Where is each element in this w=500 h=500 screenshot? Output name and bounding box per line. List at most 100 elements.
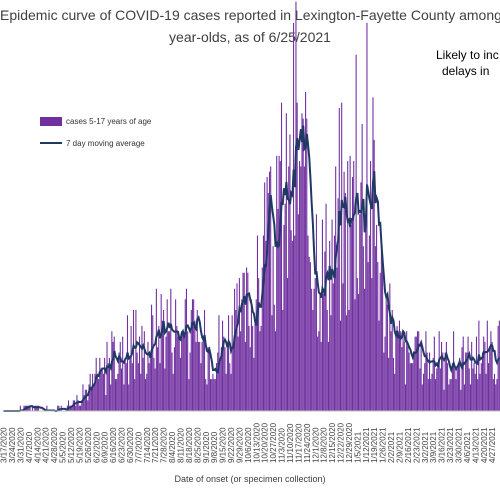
bar [466, 352, 468, 411]
bar [394, 373, 396, 411]
bar [391, 309, 393, 411]
bar [165, 336, 167, 411]
x-tick-label: 12/15/2020 [328, 422, 337, 463]
bar [459, 357, 461, 411]
bar [311, 288, 313, 411]
bar [138, 336, 141, 411]
bar [255, 299, 257, 411]
bar [444, 352, 446, 411]
bar [333, 235, 336, 411]
bar [350, 224, 352, 411]
bar [153, 357, 155, 411]
bar [219, 357, 221, 411]
x-tick-label: 5/5/2020 [59, 431, 68, 463]
bar [468, 368, 470, 411]
bar [189, 352, 191, 411]
bar [402, 331, 404, 411]
bar [282, 309, 284, 411]
bar [301, 113, 303, 412]
bar [254, 320, 256, 411]
bar [344, 193, 346, 411]
bar [484, 341, 486, 411]
bar [236, 283, 238, 411]
bar [486, 320, 488, 411]
x-tick-label: 12/8/2020 [320, 427, 329, 463]
bar [441, 341, 443, 411]
bar [487, 363, 490, 411]
bar [414, 336, 416, 411]
x-tick-label: 8/11/2020 [177, 427, 186, 463]
bar [288, 166, 290, 411]
bar [36, 405, 38, 411]
x-tick-label: 9/15/2020 [219, 427, 228, 463]
bar [496, 379, 498, 411]
bar [280, 102, 283, 411]
bar [274, 331, 277, 411]
bar [178, 336, 180, 411]
bar [195, 341, 197, 411]
bar [431, 373, 433, 411]
bar [205, 379, 207, 411]
bar [294, 235, 296, 411]
bar [143, 331, 145, 411]
bar [447, 363, 449, 411]
bar [492, 379, 494, 411]
chart-legend: cases 5-17 years of age 7 day moving ave… [40, 114, 151, 158]
bar [317, 336, 319, 411]
bar [107, 363, 109, 411]
chart-title-line1: Epidemic curve of COVID-19 cases reporte… [0, 7, 500, 23]
bar [248, 325, 250, 411]
bar [367, 262, 369, 411]
bar [157, 347, 159, 411]
bar [404, 384, 407, 411]
bar [194, 320, 196, 411]
bar [151, 304, 153, 411]
x-tick-label: 1/26/2021 [379, 427, 388, 463]
bar [187, 331, 189, 411]
bar [78, 405, 80, 411]
bar [425, 331, 427, 411]
bar [473, 363, 475, 411]
bar [201, 341, 203, 411]
bar [171, 352, 173, 411]
bar [409, 363, 411, 411]
bar [362, 246, 364, 411]
x-tick-label: 4/27/2021 [488, 427, 497, 463]
bar [305, 92, 307, 411]
bar [172, 373, 174, 411]
moving-average-line [3, 125, 500, 412]
bar [35, 405, 37, 411]
bar [230, 373, 232, 411]
bar [159, 363, 161, 411]
x-tick-label: 5/26/2020 [84, 427, 93, 463]
bar [129, 357, 131, 411]
bar [412, 363, 414, 411]
bar [285, 113, 287, 412]
bar [158, 325, 160, 411]
bar [475, 336, 478, 411]
bar [426, 352, 428, 411]
bar [379, 272, 381, 411]
bar [100, 368, 102, 411]
bar [87, 400, 89, 411]
x-tick-label: 4/13/2021 [471, 427, 480, 463]
bar [372, 97, 374, 411]
bar [365, 214, 367, 411]
bar [420, 341, 422, 411]
bar [313, 288, 315, 411]
x-tick-label: 4/21/2020 [42, 427, 51, 463]
bar [175, 299, 177, 411]
bar [383, 352, 385, 411]
bar [37, 405, 39, 411]
bar [435, 379, 437, 411]
bar [185, 288, 187, 411]
bar [483, 336, 485, 411]
bar [303, 166, 305, 411]
bar [400, 331, 402, 411]
x-tick-label: 7/14/2020 [143, 427, 152, 463]
bar [216, 363, 218, 411]
bar [273, 304, 275, 411]
bar [169, 331, 171, 411]
legend-swatch-cases [40, 116, 62, 126]
